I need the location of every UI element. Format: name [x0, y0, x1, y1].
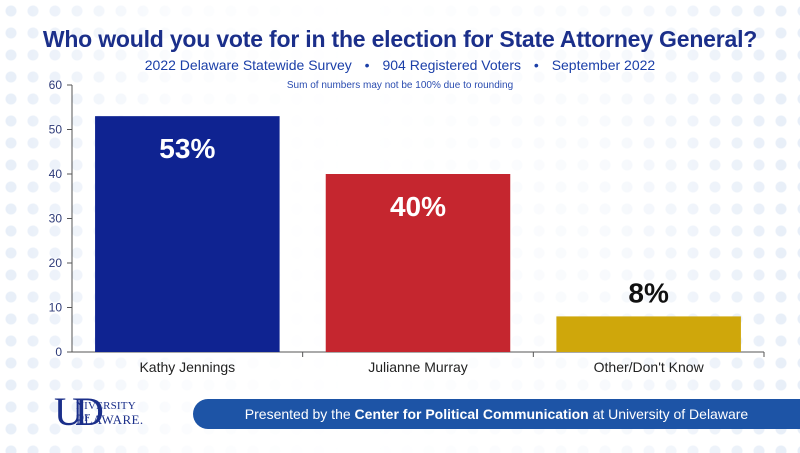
- data-label-2: 40%: [390, 191, 446, 222]
- category-label-3: Other/Don't Know: [594, 359, 705, 375]
- y-tick-label: 50: [49, 123, 63, 137]
- footer-prefix: Presented by the: [244, 406, 355, 422]
- y-tick-label: 0: [55, 345, 62, 359]
- data-label-3: 8%: [628, 277, 669, 308]
- logo-line1: NIVERSITY OF: [76, 400, 136, 424]
- category-label-2: Julianne Murray: [368, 359, 468, 375]
- chart-title: Who would you vote for in the election f…: [42, 26, 758, 52]
- rounding-note: Sum of numbers may not be 100% due to ro…: [286, 80, 514, 91]
- survey-name: 2022 Delaware Statewide Survey: [144, 57, 352, 73]
- y-tick-label: 30: [49, 212, 63, 226]
- logo-line2: ELAWARE.: [76, 412, 144, 427]
- footer-suffix: at University of Delaware: [588, 406, 749, 422]
- data-label-1: 53%: [159, 133, 215, 164]
- logo-monogram: UD: [54, 389, 104, 434]
- bar-3: [556, 316, 741, 352]
- survey-date: September 2022: [551, 57, 656, 73]
- bar-2: [325, 174, 511, 352]
- bar-1: [95, 116, 280, 353]
- y-tick-label: 20: [49, 256, 63, 270]
- subtitle-separator: •: [364, 57, 370, 73]
- footer-banner: Presented by the Center for Political Co…: [193, 399, 800, 429]
- category-label-1: Kathy Jennings: [139, 359, 235, 375]
- footer-center-name: Center for Political Communication: [354, 406, 589, 422]
- y-tick-label: 10: [49, 301, 63, 315]
- university-logo: UD NIVERSITY OF ELAWARE.: [54, 389, 150, 434]
- chart-subtitle: 2022 Delaware Statewide Survey • 904 Reg…: [0, 57, 800, 73]
- subtitle-separator: •: [533, 57, 539, 73]
- y-tick-label: 40: [49, 167, 63, 181]
- y-tick-label: 60: [49, 78, 63, 92]
- sample-size: 904 Registered Voters: [382, 57, 521, 73]
